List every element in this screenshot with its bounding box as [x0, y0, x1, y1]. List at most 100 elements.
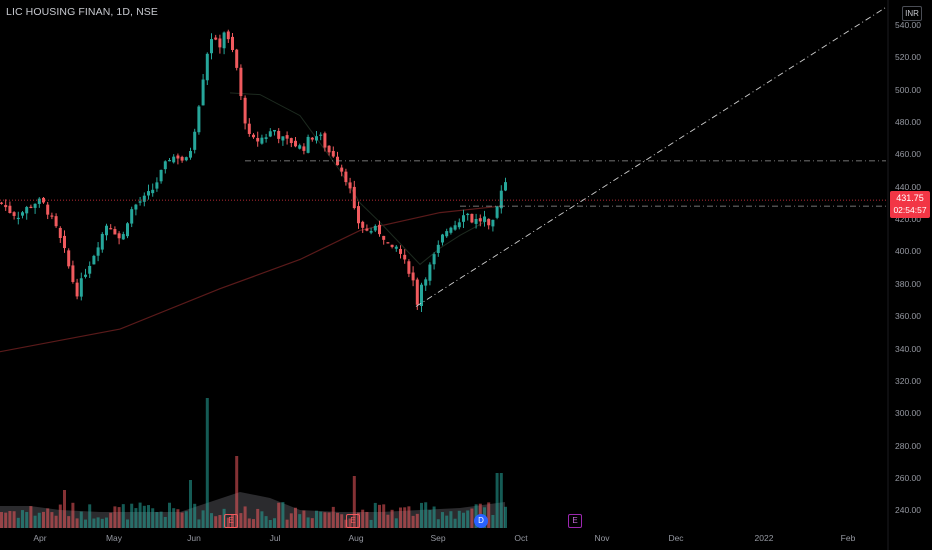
- candle-body: [247, 123, 251, 134]
- y-tick-label: 300.00: [895, 408, 921, 419]
- volume-bar: [403, 507, 407, 528]
- candle-body: [25, 207, 29, 214]
- y-tick-label: 420.00: [895, 214, 921, 225]
- volume-bar: [264, 516, 268, 528]
- volume-bar: [499, 473, 503, 528]
- volume-bar: [176, 509, 180, 528]
- symbol-title[interactable]: LIC HOUSING FINAN, 1D, NSE: [6, 6, 158, 18]
- y-tick-label: 320.00: [895, 375, 921, 386]
- candle-body: [16, 217, 20, 220]
- volume-bar: [348, 518, 352, 528]
- candle-body: [79, 278, 83, 297]
- candle-body: [466, 213, 470, 216]
- volume-bar: [310, 518, 314, 528]
- volume-bar: [462, 512, 465, 528]
- volume-bar: [100, 518, 104, 528]
- candle-body: [222, 32, 226, 49]
- volume-bar: [369, 519, 373, 528]
- candle-body: [457, 222, 461, 228]
- volume-bar: [470, 508, 474, 528]
- volume-bar: [96, 517, 100, 528]
- candle-body: [277, 130, 281, 139]
- candle-body: [75, 282, 79, 297]
- x-tick-label: Nov: [594, 533, 610, 543]
- candle-body: [50, 215, 54, 217]
- volume-bar: [344, 519, 348, 528]
- candle-body: [42, 197, 45, 203]
- volume-bar: [105, 517, 108, 528]
- candle-body: [365, 228, 369, 231]
- volume-bar: [42, 511, 45, 528]
- volume-bar: [361, 509, 365, 528]
- candle-body: [369, 231, 373, 233]
- candle-body: [420, 284, 423, 306]
- volume-bar: [495, 473, 499, 528]
- volume-bar: [231, 513, 234, 528]
- volume-bar: [289, 513, 293, 528]
- volume-bar: [109, 512, 113, 528]
- currency-badge[interactable]: INR: [902, 6, 922, 21]
- candle-body: [399, 248, 402, 254]
- volume-bar: [46, 508, 50, 528]
- volume-bar: [21, 510, 24, 528]
- candle-body: [67, 250, 71, 267]
- volume-bar: [428, 509, 432, 528]
- volume-bar: [466, 510, 470, 528]
- candle-body: [382, 235, 386, 240]
- candle-body: [373, 225, 377, 231]
- candle-body: [495, 206, 499, 218]
- event-badge-earnings-past[interactable]: E: [346, 514, 360, 528]
- volume-bar: [373, 502, 377, 528]
- candle-body: [201, 79, 205, 106]
- volume-bar: [79, 511, 83, 528]
- candle-body: [264, 137, 268, 139]
- candle-body: [109, 228, 113, 230]
- volume-bar: [54, 515, 58, 528]
- candle-body: [449, 227, 453, 233]
- candle-body: [298, 145, 302, 149]
- candle-body: [210, 39, 213, 54]
- candle-body: [407, 261, 411, 274]
- volume-bar: [260, 511, 264, 528]
- volume-bar: [184, 511, 188, 528]
- candle-body: [504, 182, 507, 191]
- candle-body: [46, 204, 50, 215]
- volume-bar: [214, 516, 218, 528]
- event-badge-dividend[interactable]: D: [474, 514, 488, 528]
- x-tick-label: Feb: [840, 533, 856, 543]
- candle-body: [126, 223, 129, 237]
- volume-bar: [457, 510, 461, 528]
- candle-body: [100, 233, 104, 250]
- y-tick-label: 280.00: [895, 440, 921, 451]
- candle-body: [340, 167, 344, 172]
- volume-bar: [294, 507, 297, 528]
- volume-bar: [172, 508, 176, 528]
- volume-bar: [159, 511, 163, 528]
- volume-bar: [33, 515, 37, 528]
- volume-bar: [75, 518, 79, 528]
- candle-body: [403, 254, 407, 260]
- volume-bar: [4, 512, 8, 528]
- volume-bar: [63, 490, 66, 528]
- candle-body: [478, 218, 482, 222]
- candle-body: [63, 235, 66, 249]
- candle-body: [319, 134, 323, 136]
- volume-bar: [268, 519, 272, 528]
- event-badge-earnings-upcoming[interactable]: E: [568, 514, 582, 528]
- candle-body: [37, 198, 41, 204]
- volume-bar: [210, 513, 213, 528]
- volume-bar: [37, 512, 41, 528]
- y-tick-label: 360.00: [895, 311, 921, 322]
- candle-body: [378, 224, 381, 235]
- y-tick-label: 520.00: [895, 52, 921, 63]
- candle-body: [306, 136, 310, 153]
- volume-bar: [50, 512, 54, 528]
- candle-body: [394, 246, 398, 249]
- volume-bar: [399, 507, 402, 528]
- volume-bar: [29, 506, 33, 528]
- volume-bar: [319, 511, 323, 528]
- event-badge-earnings-past[interactable]: E: [224, 514, 238, 528]
- volume-bar: [67, 516, 71, 528]
- x-tick-label: May: [105, 533, 123, 543]
